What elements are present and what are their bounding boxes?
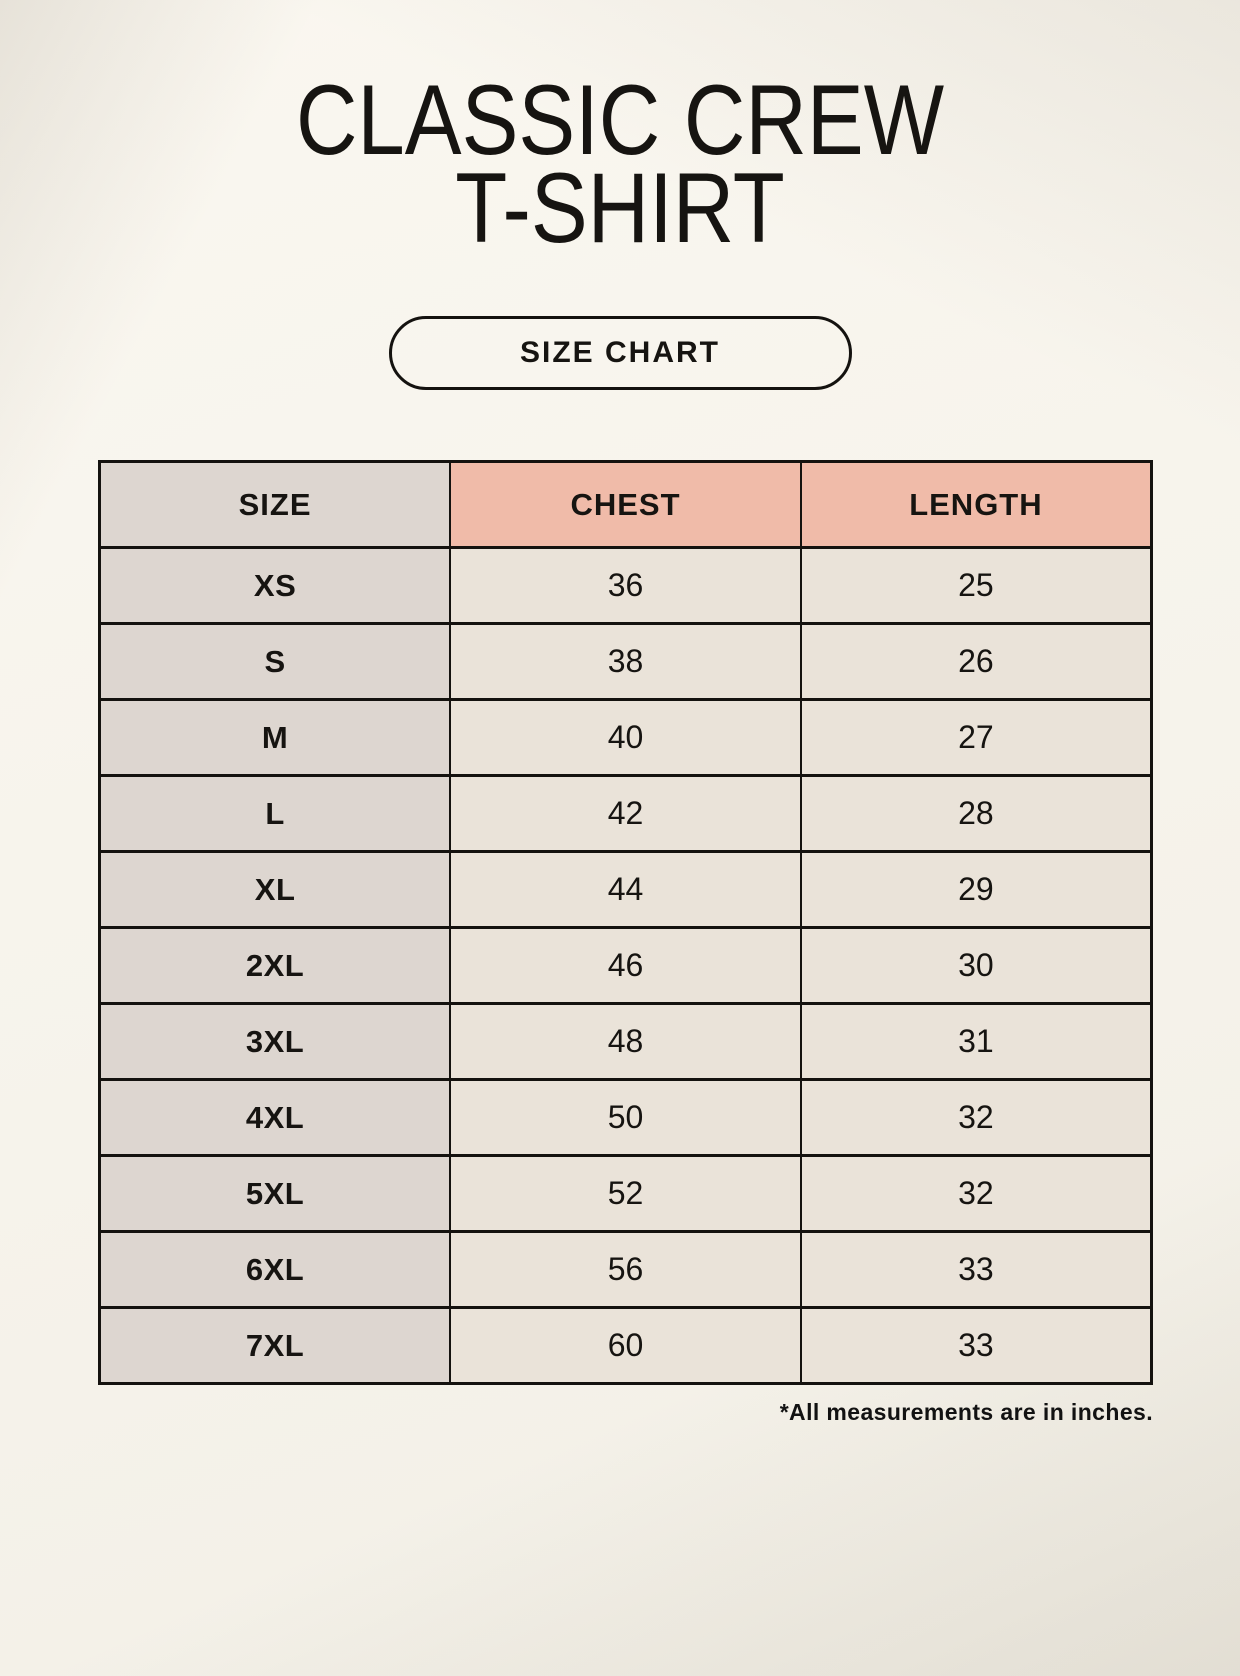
length-value: 31 xyxy=(799,1002,1153,1081)
page-title-line-1: CLASSIC CREW xyxy=(295,64,945,175)
size-chart-page: CLASSIC CREW T-SHIRT SIZE CHART SIZE CHE… xyxy=(0,64,1240,1676)
chest-value: 36 xyxy=(449,546,802,625)
measurement-footnote: *All measurements are in inches. xyxy=(779,1399,1153,1425)
chest-value: 44 xyxy=(449,850,802,929)
chest-value: 48 xyxy=(449,1002,802,1081)
size-chart-button-label: SIZE CHART xyxy=(520,336,720,369)
table-row: 3XL 48 31 xyxy=(98,1002,1153,1081)
size-chart-button[interactable]: SIZE CHART xyxy=(388,316,852,390)
column-header-chest: CHEST xyxy=(449,460,802,549)
table-row: 6XL 56 33 xyxy=(98,1230,1153,1309)
chest-value: 56 xyxy=(449,1230,802,1309)
table-row: 2XL 46 30 xyxy=(98,926,1153,1005)
size-label: 6XL xyxy=(98,1230,452,1309)
size-label: XL xyxy=(98,850,452,929)
chest-value: 52 xyxy=(449,1154,802,1233)
length-value: 29 xyxy=(799,850,1153,929)
table-row: 7XL 60 33 xyxy=(98,1306,1153,1385)
table-row: 5XL 52 32 xyxy=(98,1154,1153,1233)
size-label: S xyxy=(98,622,452,701)
table-row: L 42 28 xyxy=(98,774,1153,853)
size-label: M xyxy=(98,698,452,777)
table-row: 4XL 50 32 xyxy=(98,1078,1153,1157)
length-value: 33 xyxy=(799,1306,1153,1385)
chest-value: 60 xyxy=(449,1306,802,1385)
size-label: 7XL xyxy=(98,1306,452,1385)
length-value: 26 xyxy=(799,622,1153,701)
chest-value: 40 xyxy=(449,698,802,777)
table-header-row: SIZE CHEST LENGTH xyxy=(98,460,1153,549)
chest-value: 46 xyxy=(449,926,802,1005)
length-value: 33 xyxy=(799,1230,1153,1309)
table-row: S 38 26 xyxy=(98,622,1153,701)
table-row: XL 44 29 xyxy=(98,850,1153,929)
chest-value: 50 xyxy=(449,1078,802,1157)
size-label: 5XL xyxy=(98,1154,452,1233)
column-header-size: SIZE xyxy=(98,460,452,549)
table-row: XS 36 25 xyxy=(98,546,1153,625)
length-value: 27 xyxy=(799,698,1153,777)
column-header-length: LENGTH xyxy=(799,460,1153,549)
page-title-line-2: T-SHIRT xyxy=(455,152,785,263)
length-value: 28 xyxy=(799,774,1153,853)
size-label: XS xyxy=(98,546,452,625)
chest-value: 38 xyxy=(449,622,802,701)
size-table: SIZE CHEST LENGTH XS 36 25 S 38 26 M 40 … xyxy=(98,460,1153,1385)
length-value: 25 xyxy=(799,546,1153,625)
size-label: 4XL xyxy=(98,1078,452,1157)
table-row: M 40 27 xyxy=(98,698,1153,777)
chest-value: 42 xyxy=(449,774,802,853)
page-title: CLASSIC CREW T-SHIRT xyxy=(0,64,1240,263)
length-value: 30 xyxy=(799,926,1153,1005)
size-label: 3XL xyxy=(98,1002,452,1081)
length-value: 32 xyxy=(799,1078,1153,1157)
size-label: L xyxy=(98,774,452,853)
length-value: 32 xyxy=(799,1154,1153,1233)
size-label: 2XL xyxy=(98,926,452,1005)
